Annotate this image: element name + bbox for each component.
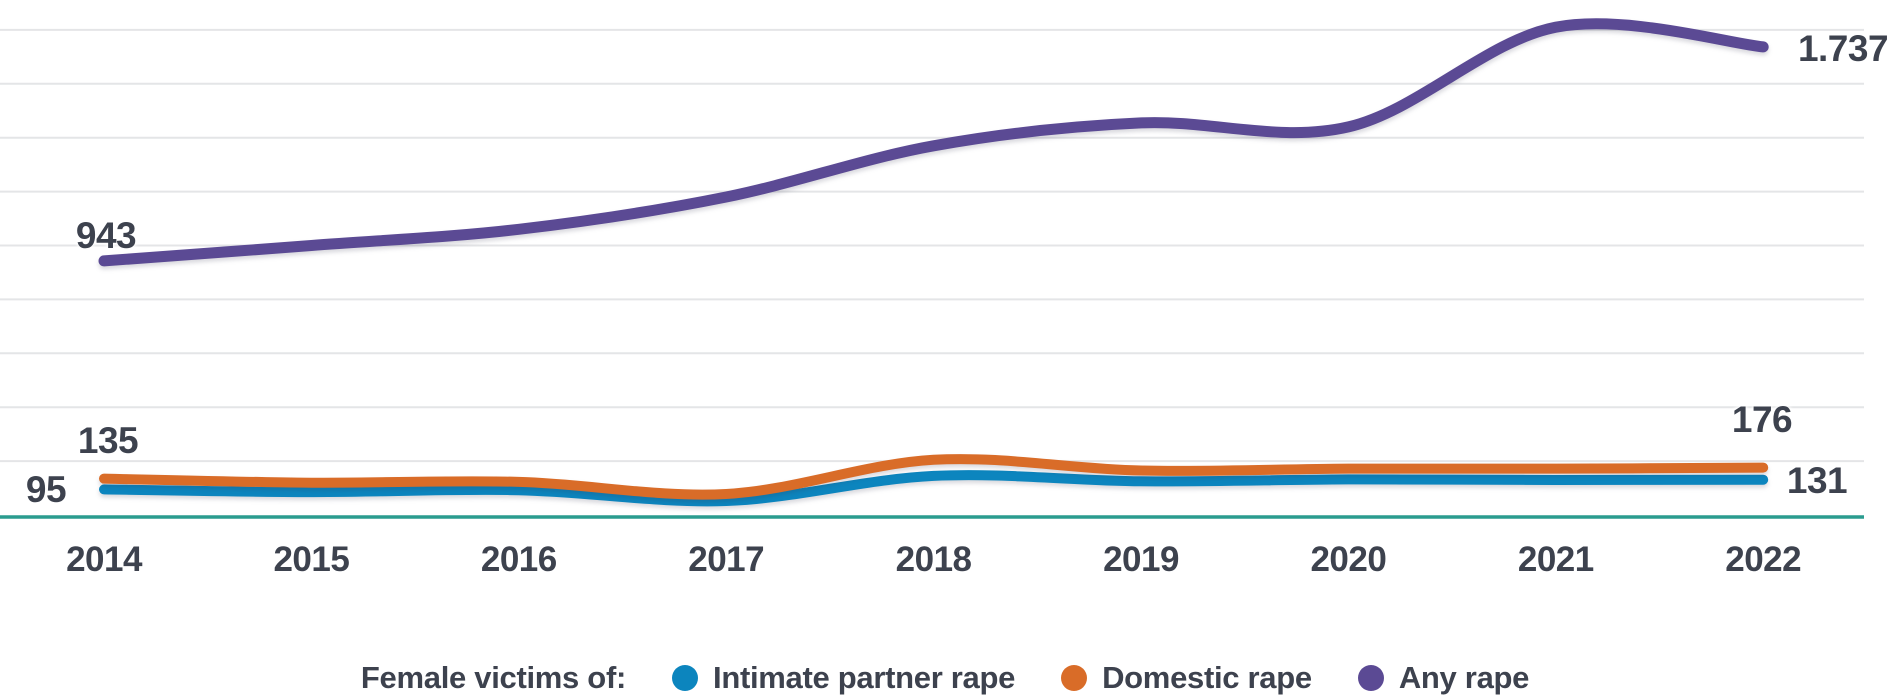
x-tick-2020: 2020 [1310, 540, 1387, 579]
start-value-label-intimate-partner-rape: 95 [25, 469, 67, 510]
legend-label-any-rape: Any rape [1398, 660, 1530, 695]
legend-dot-any-rape [1357, 665, 1384, 691]
end-value-label-domestic-rape: 176 [1731, 399, 1793, 440]
start-value-label-domestic-rape: 135 [77, 420, 139, 461]
x-tick-2021: 2021 [1517, 540, 1594, 579]
legend-item-intimate-partner-rape: Intimate partner rape [672, 660, 1015, 696]
legend-items: Intimate partner rape Domestic rape Any ra… [672, 660, 1529, 696]
x-tick-2015: 2015 [273, 540, 350, 579]
x-tick-2014: 2014 [66, 540, 142, 579]
legend: Female victims of: Intimate partner rape… [0, 654, 1890, 700]
legend-label-domestic-rape: Domestic rape [1102, 660, 1312, 695]
end-value-label-any-rape: 1.737 [1797, 28, 1889, 69]
legend-title: Female victims of: [360, 660, 626, 695]
legend-dot-domestic-rape [1061, 665, 1088, 691]
end-value-label-intimate-partner-rape: 131 [1786, 460, 1848, 501]
x-tick-2016: 2016 [480, 540, 557, 579]
legend-dot-intimate-partner-rape [672, 665, 698, 691]
x-tick-2019: 2019 [1103, 540, 1179, 579]
start-value-label-any-rape: 943 [75, 215, 137, 256]
legend-item-any-rape: Any rape [1357, 660, 1530, 696]
series-line-any-rape [98, 18, 1769, 267]
legend-label-intimate-partner-rape: Intimate partner rape [713, 660, 1016, 695]
x-tick-2017: 2017 [688, 540, 765, 579]
x-tick-2022: 2022 [1725, 540, 1802, 579]
legend-item-domestic-rape: Domestic rape [1061, 660, 1312, 696]
x-tick-2018: 2018 [895, 540, 972, 579]
series-line-domestic-rape [99, 454, 1769, 500]
series-line-intimate-partner-rape [99, 470, 1769, 507]
